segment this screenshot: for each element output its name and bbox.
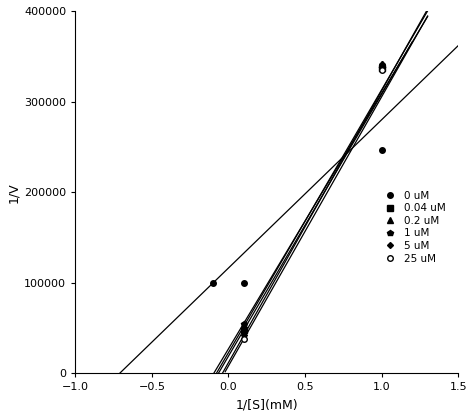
0 uM	[241, 280, 246, 285]
Y-axis label: 1/V: 1/V	[7, 182, 20, 202]
Line: 0.04 uM: 0.04 uM	[241, 65, 384, 333]
5 uM	[379, 61, 384, 66]
0.2 uM	[241, 324, 246, 329]
25 uM	[241, 336, 246, 342]
Line: 5 uM: 5 uM	[242, 61, 384, 337]
25 uM	[379, 67, 384, 72]
0 uM	[379, 147, 384, 152]
X-axis label: 1/[S](mM): 1/[S](mM)	[236, 398, 298, 411]
Line: 25 uM: 25 uM	[241, 67, 384, 342]
0 uM	[210, 280, 216, 285]
0.2 uM	[379, 61, 384, 66]
Line: 0 uM: 0 uM	[210, 147, 384, 285]
5 uM	[241, 333, 246, 338]
Legend: 0 uM, 0.04 uM, 0.2 uM, 1 uM, 5 uM, 25 uM: 0 uM, 0.04 uM, 0.2 uM, 1 uM, 5 uM, 25 uM	[376, 188, 449, 267]
0.04 uM	[241, 327, 246, 332]
1 uM	[241, 321, 246, 326]
1 uM	[379, 66, 384, 71]
0.04 uM	[379, 66, 384, 71]
Line: 1 uM: 1 uM	[241, 65, 384, 326]
Line: 0.2 uM: 0.2 uM	[241, 61, 384, 329]
